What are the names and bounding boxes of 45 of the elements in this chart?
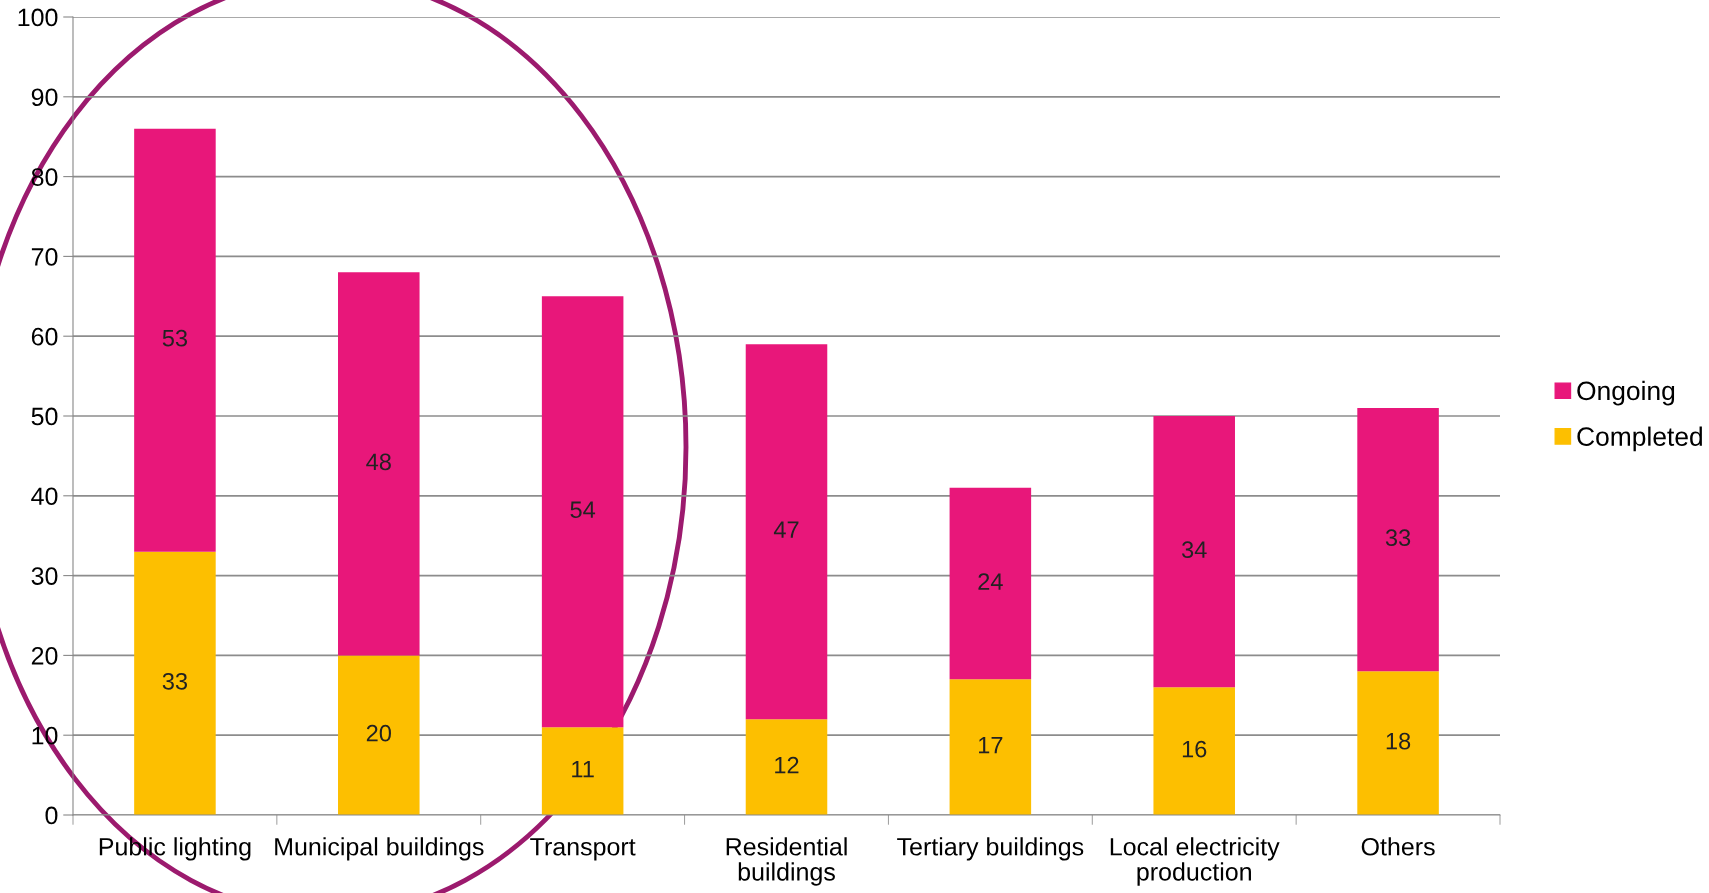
bar xyxy=(134,551,216,815)
y-tick-label: 100 xyxy=(18,8,58,27)
bar xyxy=(745,719,828,815)
bar xyxy=(338,272,420,656)
data-label: 48 xyxy=(366,453,391,471)
data-label: 12 xyxy=(775,756,799,774)
data-label: 24 xyxy=(978,573,1003,590)
bar xyxy=(541,296,624,728)
data-label: 16 xyxy=(1182,740,1207,758)
bar xyxy=(1357,408,1439,672)
data-label: 47 xyxy=(773,521,799,538)
y-tick-label: 50 xyxy=(31,407,58,426)
x-tick-label: Residential buildings xyxy=(726,837,847,886)
bar xyxy=(1153,687,1235,815)
data-label: 18 xyxy=(1386,732,1411,750)
bar xyxy=(541,727,624,815)
x-tick-label: Transport xyxy=(530,838,636,861)
y-tick-label: 70 xyxy=(31,248,58,266)
data-label: 54 xyxy=(570,501,596,519)
data-label: 34 xyxy=(1181,541,1207,558)
data-label: 11 xyxy=(572,760,594,778)
y-tick-label: 30 xyxy=(31,567,58,585)
bar xyxy=(338,655,420,815)
legend-label: Completed xyxy=(1577,426,1702,452)
data-label: 53 xyxy=(162,329,188,347)
x-tick-label: Local electricity production xyxy=(1110,837,1280,886)
y-tick-label: 90 xyxy=(31,88,58,107)
y-tick-label: 40 xyxy=(31,487,58,506)
bar xyxy=(949,679,1032,815)
y-tick-label: 60 xyxy=(31,327,58,346)
x-tick-label: Municipal buildings xyxy=(275,837,484,861)
y-tick-label: 20 xyxy=(31,647,58,665)
data-label: 17 xyxy=(979,737,1003,754)
data-label: 33 xyxy=(1385,529,1411,547)
bar xyxy=(134,128,216,552)
y-tick-label: 0 xyxy=(45,806,58,825)
legend-label: Ongoing xyxy=(1577,380,1675,406)
bar xyxy=(1357,671,1439,815)
x-tick-label: Tertiary buildings xyxy=(897,837,1084,861)
bar xyxy=(1153,416,1235,688)
data-label: 33 xyxy=(162,672,188,690)
x-tick-label: Others xyxy=(1361,837,1435,856)
bar xyxy=(949,487,1032,680)
data-label: 20 xyxy=(366,724,391,742)
bar xyxy=(745,344,828,720)
